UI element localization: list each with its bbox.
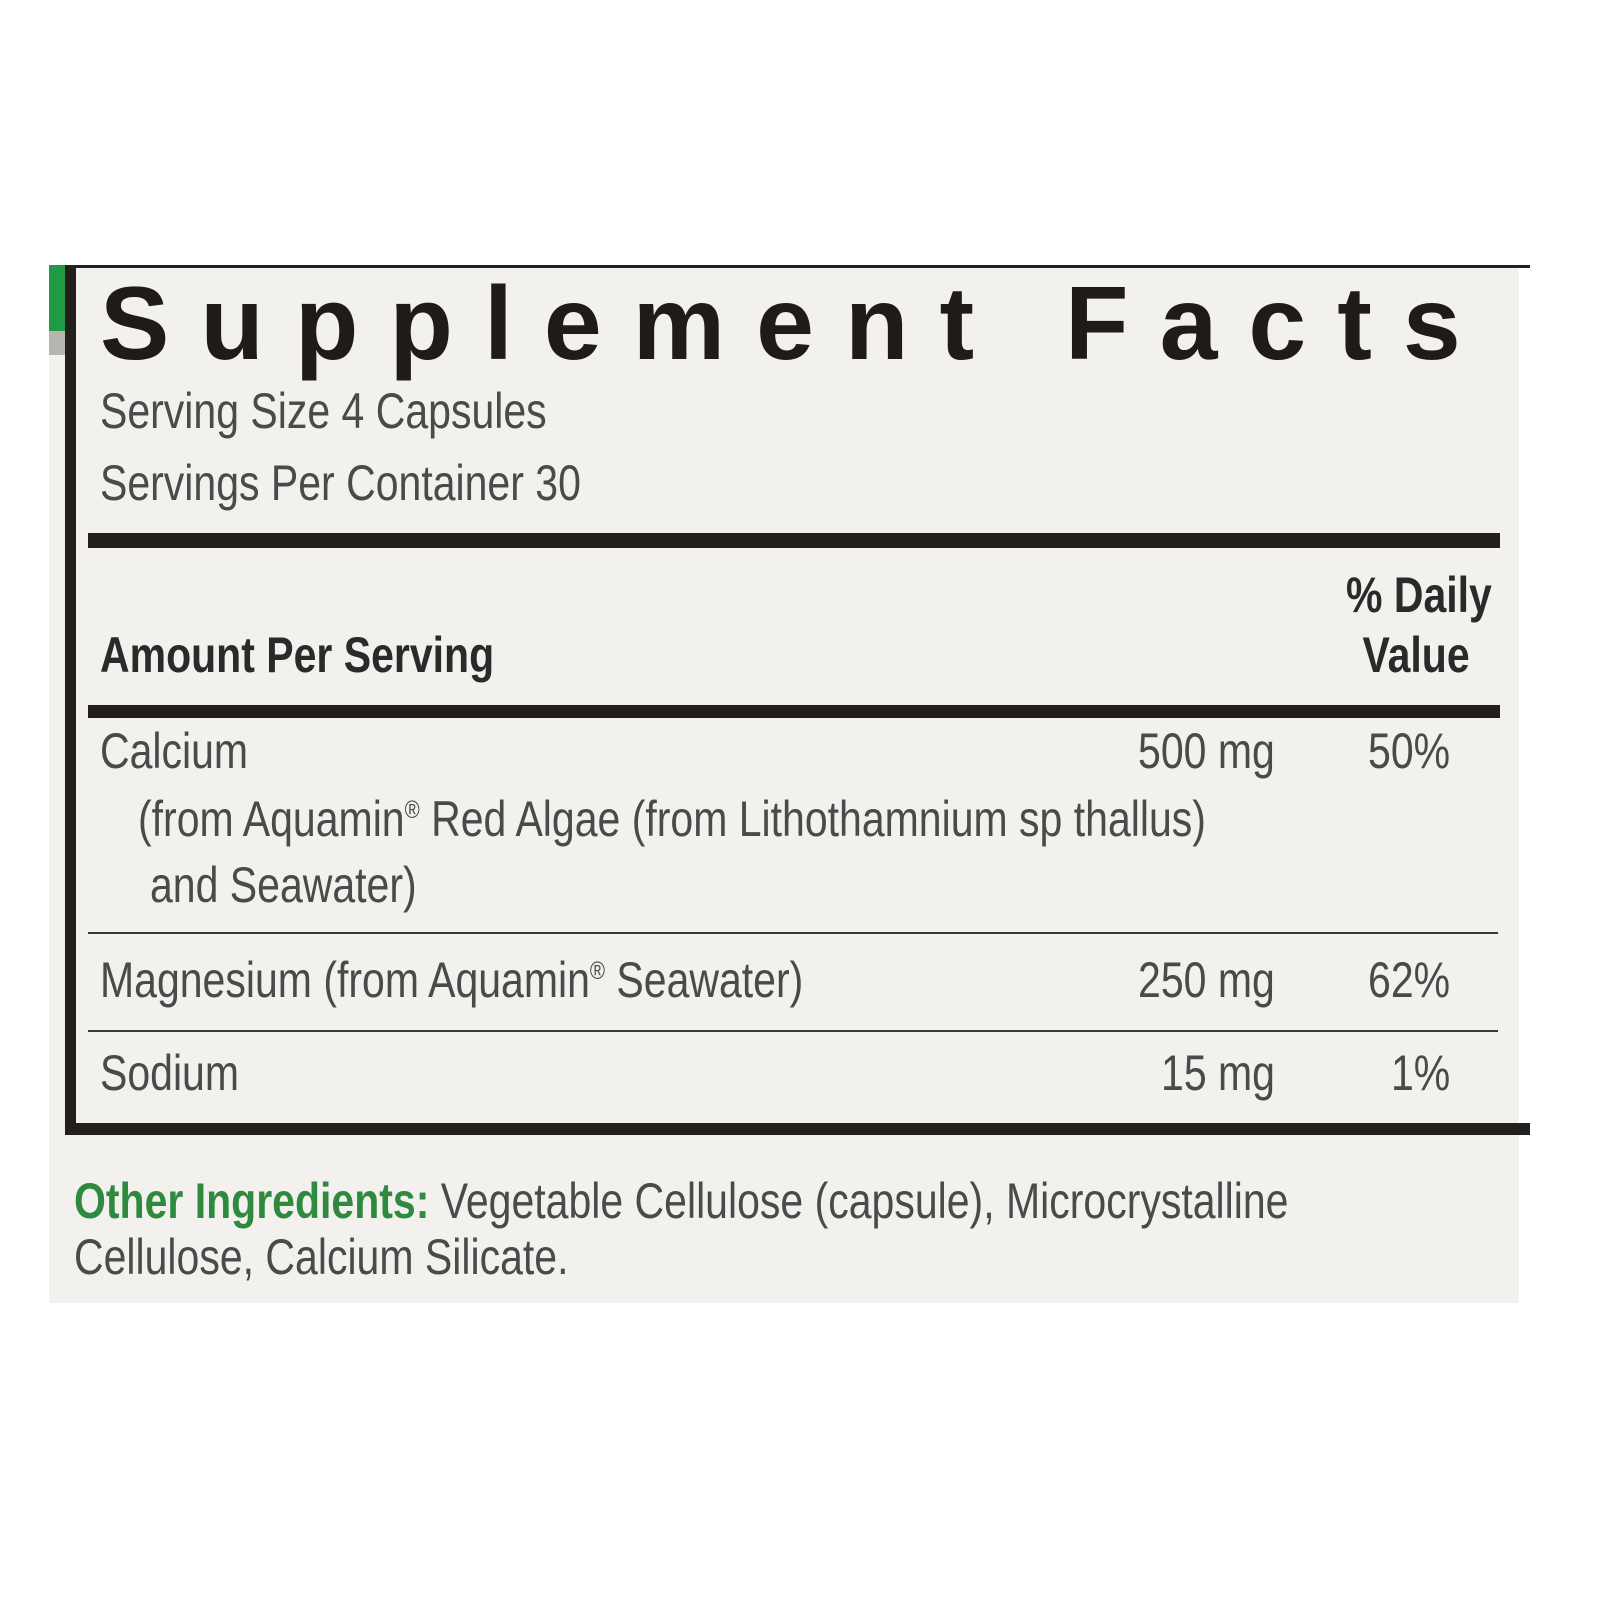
servings-per-container: Servings Per Container 30 [100, 455, 581, 511]
other-ingredients-cont: Cellulose, Calcium Silicate. [74, 1229, 569, 1285]
amount-per-serving-header: Amount Per Serving [100, 627, 495, 683]
row-divider [88, 1030, 1498, 1032]
nutrient-amount: 250 mg [1138, 952, 1275, 1008]
daily-value-header-1: % Daily [1346, 567, 1492, 623]
nutrient-name: Calcium [100, 723, 249, 779]
nutrient-source: (from Aquamin® Red Algae (from Lithotham… [138, 791, 1206, 847]
nutrient-source-cont: and Seawater) [150, 857, 417, 913]
other-ingredients-label: Other Ingredients: [74, 1173, 430, 1229]
nutrient-amount: 15 mg [1161, 1045, 1275, 1101]
serving-size: Serving Size 4 Capsules [100, 383, 547, 439]
other-ingredients: Other Ingredients: Vegetable Cellulose (… [74, 1176, 1288, 1226]
facts-title: Supplement Facts [100, 266, 1492, 382]
other-ingredients-text: Vegetable Cellulose (capsule), Microcrys… [429, 1173, 1289, 1229]
thick-rule [88, 533, 1500, 548]
nutrient-name: Magnesium (from Aquamin® Seawater) [100, 952, 804, 1008]
gray-strip [49, 331, 65, 355]
nutrient-name: Sodium [100, 1045, 240, 1101]
nutrient-dv: 62% [1367, 952, 1450, 1008]
nutrient-amount: 500 mg [1138, 723, 1275, 779]
daily-value-header-2: Value [1362, 627, 1470, 683]
nutrient-dv: 50% [1367, 723, 1450, 779]
nutrient-dv: 1% [1390, 1045, 1450, 1101]
row-divider [88, 932, 1498, 934]
green-brand-strip [49, 265, 65, 331]
medium-rule [88, 705, 1500, 718]
facts-box [65, 265, 1530, 1135]
